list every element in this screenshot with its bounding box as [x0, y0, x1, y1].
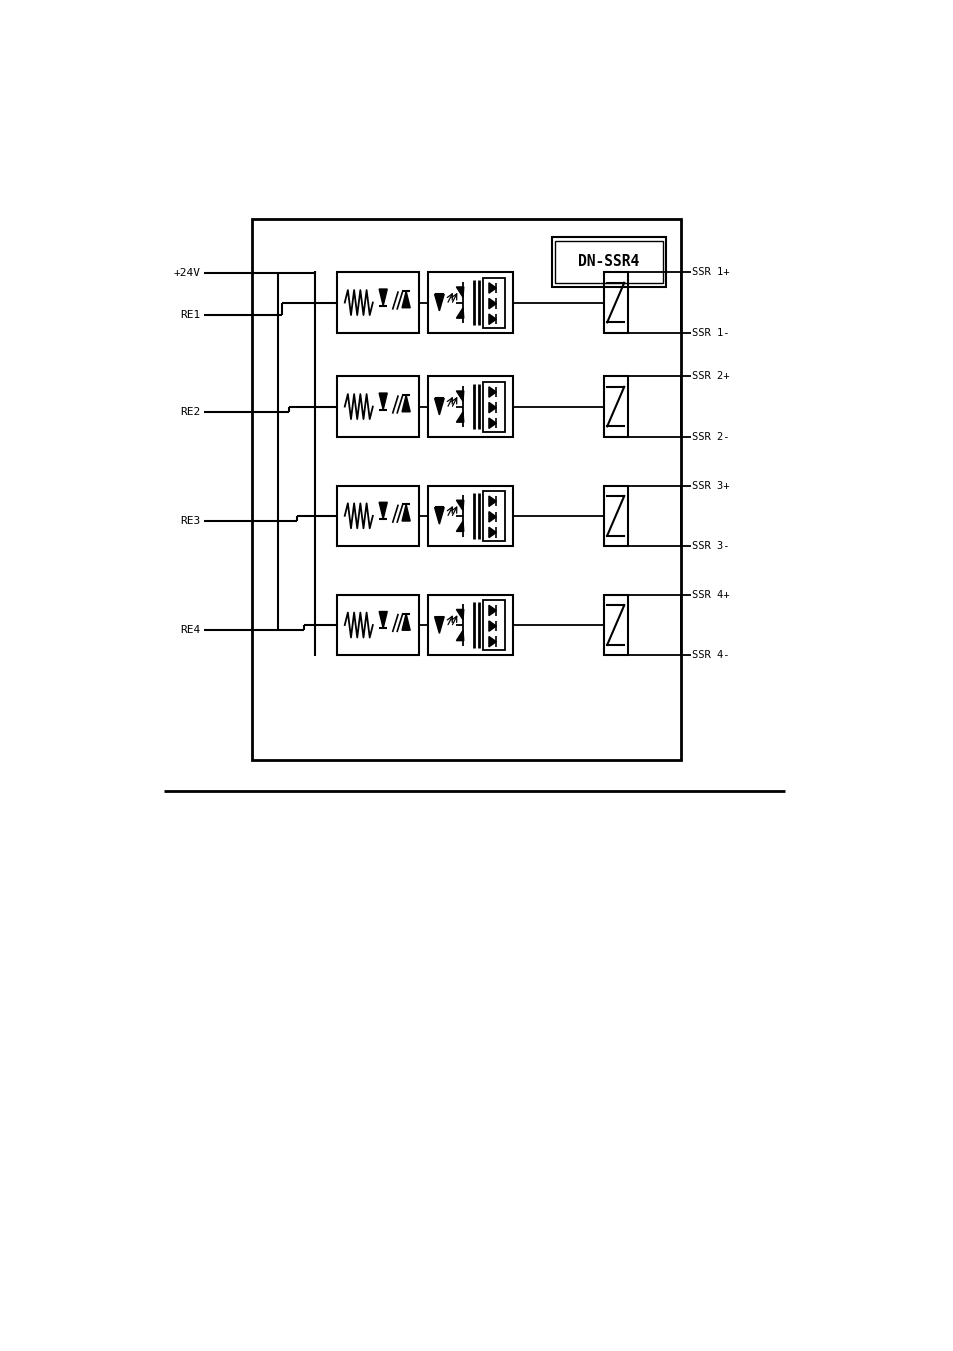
Polygon shape — [488, 313, 496, 324]
Polygon shape — [378, 503, 387, 519]
Polygon shape — [488, 386, 496, 397]
Text: SSR 1+: SSR 1+ — [692, 267, 729, 277]
Bar — [482, 490, 505, 540]
Polygon shape — [456, 412, 463, 422]
Polygon shape — [488, 636, 496, 647]
Text: SSR 4-: SSR 4- — [692, 650, 729, 661]
Bar — [252, 219, 680, 761]
Bar — [603, 485, 627, 546]
Polygon shape — [456, 609, 463, 620]
Bar — [337, 485, 418, 546]
Polygon shape — [401, 504, 410, 521]
Polygon shape — [435, 295, 444, 311]
Text: +24V: +24V — [173, 269, 200, 278]
Bar — [427, 377, 512, 436]
Polygon shape — [378, 289, 387, 305]
Polygon shape — [456, 308, 463, 319]
Polygon shape — [456, 500, 463, 511]
Bar — [603, 273, 627, 332]
Polygon shape — [488, 605, 496, 616]
Bar — [337, 594, 418, 655]
Polygon shape — [488, 299, 496, 309]
Text: SSR 2-: SSR 2- — [692, 432, 729, 442]
Polygon shape — [488, 621, 496, 631]
Polygon shape — [378, 612, 387, 628]
Polygon shape — [488, 527, 496, 538]
Polygon shape — [401, 613, 410, 630]
Bar — [555, 242, 662, 282]
Bar — [427, 594, 512, 655]
Text: SSR 1-: SSR 1- — [692, 328, 729, 338]
Text: RE1: RE1 — [180, 309, 200, 320]
Text: DN-SSR4: DN-SSR4 — [578, 254, 639, 269]
Polygon shape — [401, 394, 410, 412]
Bar — [427, 485, 512, 546]
Bar — [603, 377, 627, 436]
Text: RE4: RE4 — [180, 626, 200, 635]
Text: SSR 3+: SSR 3+ — [692, 481, 729, 490]
Bar — [337, 377, 418, 436]
Bar — [551, 236, 665, 286]
Bar — [482, 381, 505, 431]
Polygon shape — [378, 393, 387, 409]
Polygon shape — [456, 390, 463, 401]
Bar — [482, 600, 505, 650]
Polygon shape — [435, 399, 444, 415]
Bar — [427, 273, 512, 332]
Polygon shape — [456, 521, 463, 531]
Text: RE2: RE2 — [180, 407, 200, 417]
Bar — [337, 273, 418, 332]
Polygon shape — [488, 496, 496, 507]
Text: SSR 3-: SSR 3- — [692, 540, 729, 551]
Polygon shape — [488, 282, 496, 293]
Polygon shape — [488, 403, 496, 413]
Polygon shape — [401, 290, 410, 308]
Polygon shape — [488, 417, 496, 428]
Polygon shape — [435, 508, 444, 524]
Polygon shape — [435, 616, 444, 634]
Polygon shape — [488, 512, 496, 521]
Text: RE3: RE3 — [180, 516, 200, 526]
Text: SSR 4+: SSR 4+ — [692, 590, 729, 600]
Polygon shape — [456, 286, 463, 297]
Bar — [603, 594, 627, 655]
Text: SSR 2+: SSR 2+ — [692, 372, 729, 381]
Bar — [482, 277, 505, 327]
Polygon shape — [456, 630, 463, 640]
